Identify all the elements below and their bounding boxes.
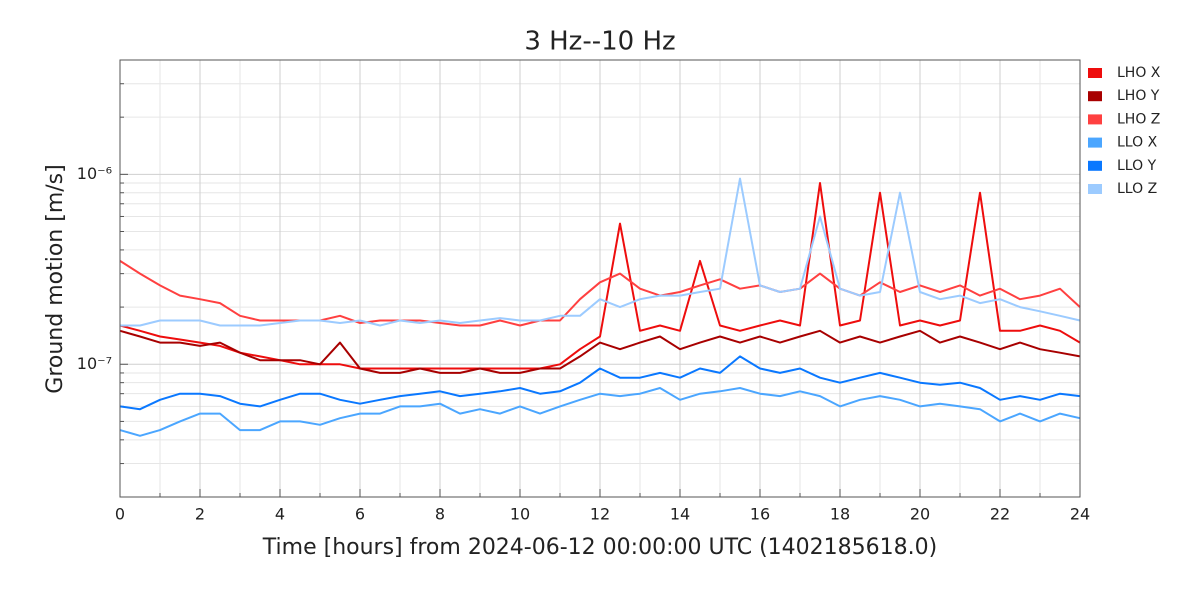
x-tick-label: 22 xyxy=(990,505,1010,524)
chart-title: 3 Hz--10 Hz xyxy=(524,27,675,57)
legend-swatch xyxy=(1088,160,1102,171)
y-tick-label: 10⁻⁶ xyxy=(77,164,112,183)
x-tick-label: 10 xyxy=(510,505,530,524)
x-tick-label: 20 xyxy=(910,505,930,524)
x-axis-label: Time [hours] from 2024-06-12 00:00:00 UT… xyxy=(262,535,937,560)
legend-swatch xyxy=(1088,91,1102,102)
legend-label: LLO Y xyxy=(1117,158,1157,174)
x-tick-label: 18 xyxy=(830,505,850,524)
y-axis-label: Ground motion [m/s] xyxy=(43,164,68,393)
x-tick-label: 16 xyxy=(750,505,770,524)
x-tick-label: 2 xyxy=(195,505,205,524)
x-tick-label: 4 xyxy=(275,505,285,524)
plot-frame xyxy=(119,59,1081,498)
legend-swatch xyxy=(1088,114,1102,125)
legend-label: LLO Z xyxy=(1117,181,1157,197)
x-tick-label: 14 xyxy=(670,505,690,524)
series-line xyxy=(119,387,1081,437)
x-tick-label: 6 xyxy=(355,505,365,524)
x-tick-label: 0 xyxy=(115,505,125,524)
x-tick-label: 8 xyxy=(435,505,445,524)
y-tick-label: 10⁻⁷ xyxy=(77,354,112,373)
legend-label: LHO X xyxy=(1117,65,1161,81)
x-tick-label: 12 xyxy=(590,505,610,524)
series-line xyxy=(119,260,1081,327)
series-line xyxy=(120,177,1081,327)
x-tick-label: 24 xyxy=(1070,505,1090,524)
series-line xyxy=(119,329,1081,374)
legend-swatch xyxy=(1088,184,1102,194)
legend-swatch xyxy=(1088,68,1102,78)
legend-label: LHO Y xyxy=(1117,88,1160,104)
plot-lines xyxy=(119,177,1081,437)
series-line xyxy=(119,355,1081,411)
legend-swatch xyxy=(1088,137,1102,148)
legend-label: LLO X xyxy=(1117,135,1158,151)
legend-label: LHO Z xyxy=(1117,111,1160,127)
